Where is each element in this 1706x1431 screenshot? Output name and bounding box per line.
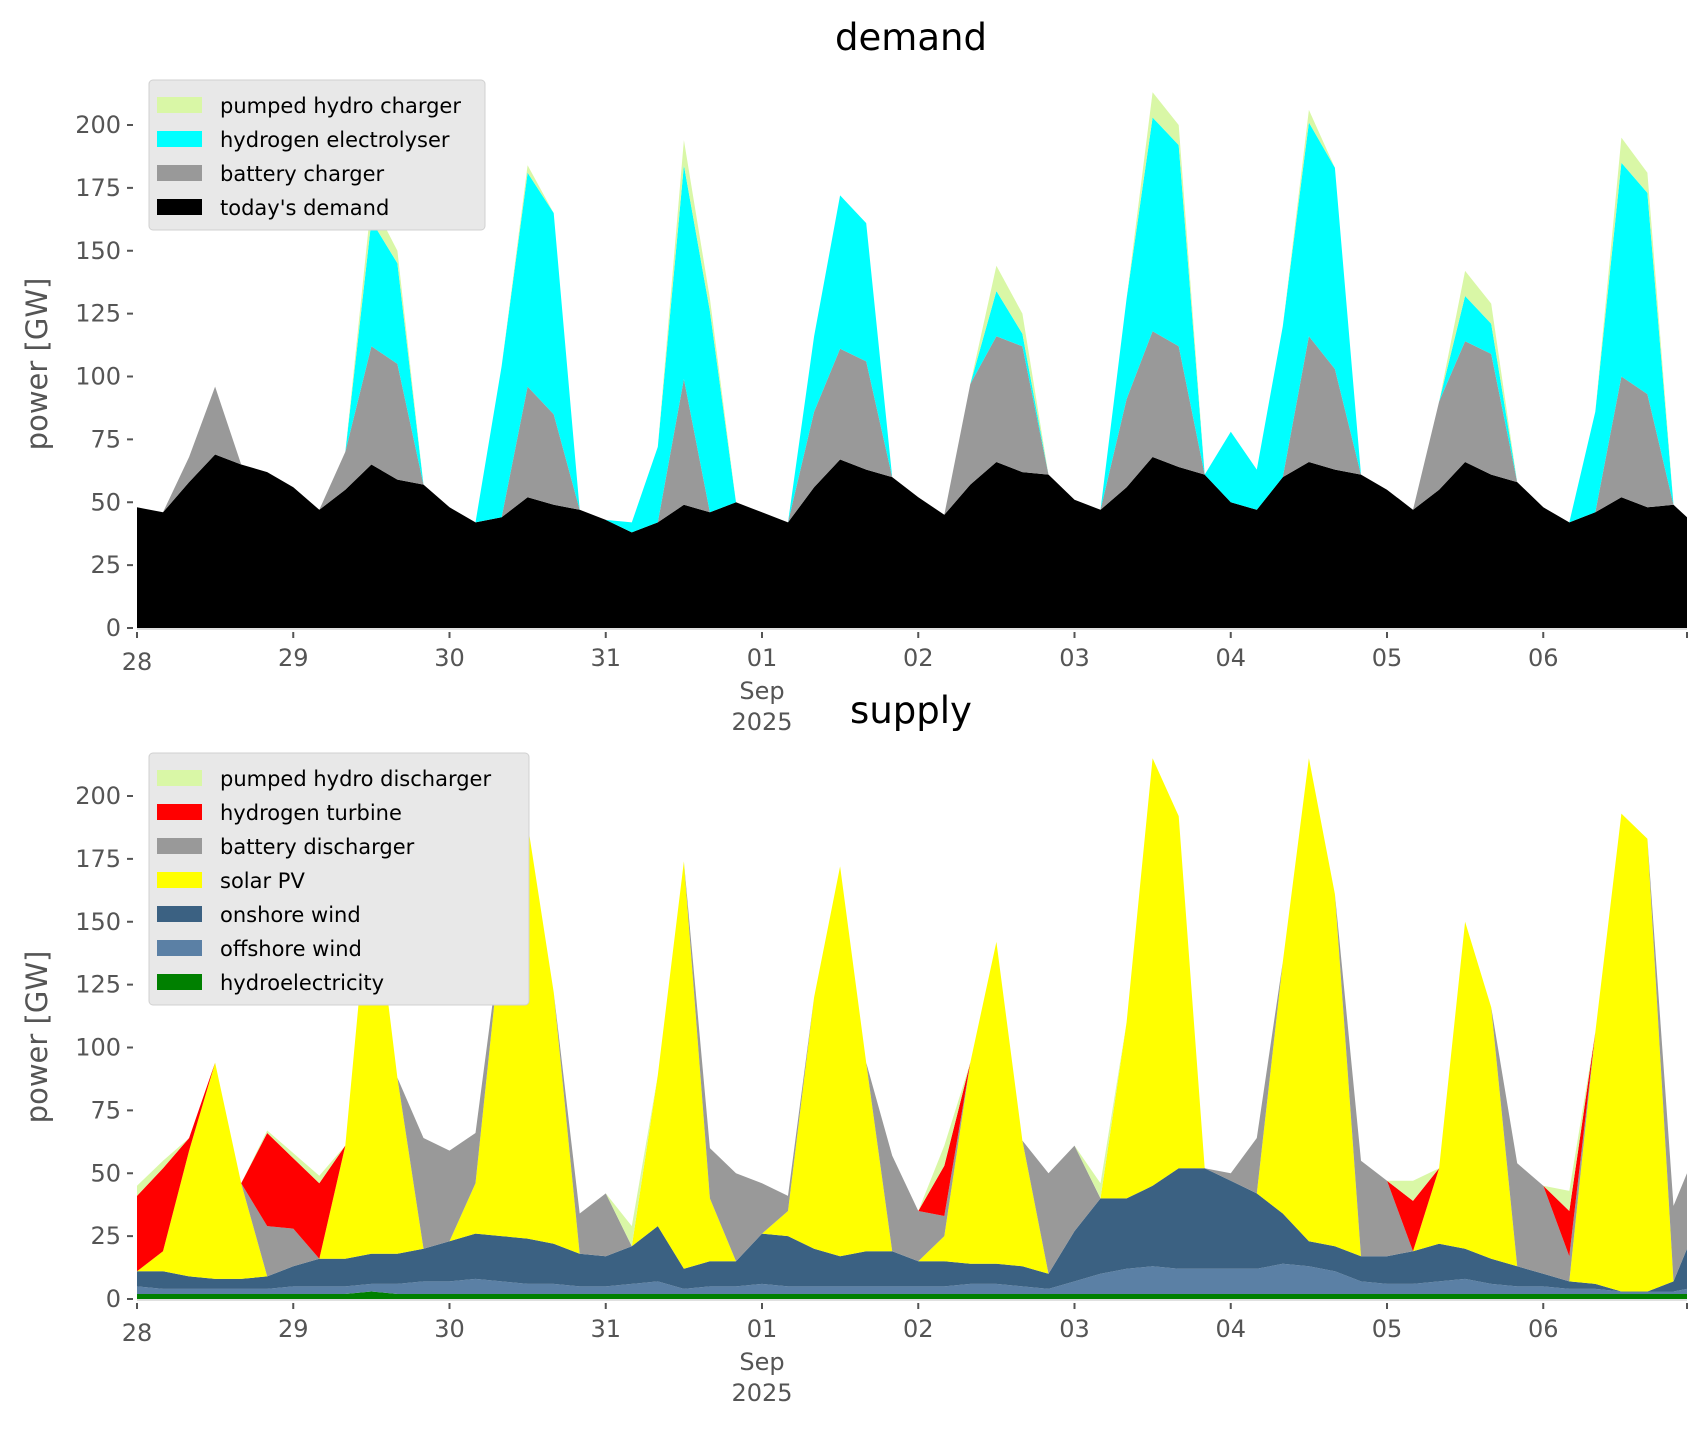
y-tick-label: 175 [75, 845, 121, 873]
y-tick-label: 100 [75, 1034, 121, 1062]
x-tick-label: 05 [1372, 1315, 1403, 1343]
y-tick-label: 200 [75, 782, 121, 810]
x-tick-label: 06 [1528, 644, 1559, 672]
y-tick-label: 50 [90, 1159, 121, 1187]
x-tick-label: 01 [747, 644, 778, 672]
y-tick-label: 25 [90, 551, 121, 579]
y-tick-label: 75 [90, 1096, 121, 1124]
legend-swatch [157, 199, 202, 215]
y-tick-label: 150 [75, 908, 121, 936]
demand-legend: pumped hydro charger hydrogen electrolyse… [148, 79, 486, 231]
legend-swatch [157, 906, 202, 922]
x-tick-label: 03 [1059, 1315, 1090, 1343]
legend-box [148, 752, 530, 1006]
supply-y-label: power [GW] [20, 951, 54, 1124]
x-tick-year: 2025 [731, 708, 792, 736]
demand-areas [137, 92, 1687, 628]
y-tick-label: 0 [106, 614, 121, 642]
legend-swatch [157, 770, 202, 786]
legend-label: offshore wind [220, 937, 362, 961]
x-tick-label: 30 [434, 644, 465, 672]
x-tick-label: 06 [1528, 1315, 1559, 1343]
legend-label: hydrogen turbine [220, 801, 402, 825]
y-tick-label: 75 [90, 425, 121, 453]
x-tick-label: 28 [122, 1319, 153, 1347]
x-tick-label: 04 [1215, 644, 1246, 672]
supply-title: supply [850, 689, 972, 732]
x-tick-year: 2025 [731, 1379, 792, 1407]
y-tick-label: 25 [90, 1222, 121, 1250]
supply-panel: supply 0 25 50 75 100 125 150 175 200 28 29 30 31 01… [20, 689, 1688, 1407]
legend-label: hydrogen electrolyser [220, 128, 450, 152]
legend-label: hydroelectricity [220, 971, 384, 995]
supply-y-axis: 0 25 50 75 100 125 150 175 200 [75, 782, 133, 1313]
area-hydrogen-electrolyser [137, 117, 1687, 533]
area-hydroelectricity [137, 1291, 1687, 1299]
demand-y-label: power [GW] [20, 278, 54, 451]
legend-label: today's demand [220, 196, 389, 220]
legend-label: pumped hydro discharger [220, 767, 491, 791]
legend-label: pumped hydro charger [220, 94, 461, 118]
x-tick-label: 30 [434, 1315, 465, 1343]
legend-swatch [157, 872, 202, 888]
x-tick-label: 29 [278, 644, 309, 672]
legend-swatch [157, 838, 202, 854]
legend-swatch [157, 804, 202, 820]
x-tick-label: 29 [278, 1315, 309, 1343]
x-tick-label: 02 [903, 1315, 934, 1343]
x-tick-label: 04 [1215, 1315, 1246, 1343]
demand-title: demand [835, 16, 987, 59]
legend-swatch [157, 131, 202, 147]
x-tick-label: 02 [903, 644, 934, 672]
legend-swatch [157, 940, 202, 956]
legend-swatch [157, 974, 202, 990]
x-tick-label: 31 [590, 1315, 621, 1343]
area-today-s-demand [137, 454, 1687, 628]
supply-x-axis: 28 29 30 31 01 Sep 2025 02 03 04 05 06 [122, 1299, 1688, 1407]
x-tick-label: 03 [1059, 644, 1090, 672]
x-tick-month: Sep [739, 677, 784, 705]
x-tick-label: 05 [1372, 644, 1403, 672]
demand-x-axis: 28 29 30 31 01 Sep 2025 02 03 04 05 06 [122, 628, 1688, 736]
legend-box [148, 79, 486, 231]
area-battery-discharger [137, 758, 1687, 1282]
x-tick-label: 01 [747, 1315, 778, 1343]
area-offshore-wind [137, 1263, 1687, 1294]
legend-label: battery charger [220, 162, 385, 186]
y-tick-label: 150 [75, 237, 121, 265]
y-tick-label: 200 [75, 111, 121, 139]
y-tick-label: 0 [106, 1285, 121, 1313]
y-tick-label: 125 [75, 300, 121, 328]
area-onshore-wind [137, 1168, 1687, 1292]
x-tick-label: 31 [590, 644, 621, 672]
demand-panel: demand 0 25 50 75 100 125 150 175 200 28 29 30 31 01… [20, 16, 1688, 736]
legend-label: battery discharger [220, 835, 415, 859]
y-tick-label: 175 [75, 174, 121, 202]
legend-swatch [157, 165, 202, 181]
legend-label: onshore wind [220, 903, 361, 927]
y-tick-label: 50 [90, 488, 121, 516]
supply-legend: pumped hydro discharger hydrogen turbine b… [148, 752, 530, 1006]
x-tick-month: Sep [739, 1348, 784, 1376]
legend-swatch [157, 97, 202, 113]
y-tick-label: 100 [75, 363, 121, 391]
area-battery-charger [137, 331, 1687, 533]
y-tick-label: 125 [75, 971, 121, 999]
legend-label: solar PV [220, 869, 305, 893]
x-tick-label: 28 [122, 648, 153, 676]
demand-y-axis: 0 25 50 75 100 125 150 175 200 [75, 111, 133, 642]
area-hydrogen-turbine [137, 758, 1687, 1272]
